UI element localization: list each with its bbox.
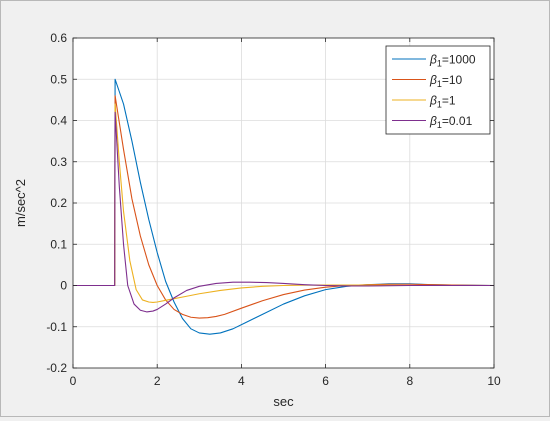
legend-label-1: β1=10 (429, 73, 463, 89)
y-tick-label: 0.2 (50, 196, 67, 210)
series-line-3 (73, 111, 494, 313)
y-tick-label: 0 (60, 279, 67, 293)
legend-label-2: β1=1 (429, 94, 456, 110)
x-tick-label: 10 (487, 374, 501, 388)
x-axis-label: sec (273, 394, 294, 409)
axis-ticks: 0 2 4 6 8 10 -0.2 -0.1 0 0.1 0.2 0.3 0.4 0.5 0.6 (46, 31, 501, 388)
legend-label-3: β1=0.01 (429, 114, 473, 130)
y-tick-label: 0.1 (50, 237, 67, 251)
x-tick-label: 8 (406, 374, 413, 388)
legend-label-0: β1=1000 (429, 53, 476, 69)
y-tick-label: -0.1 (46, 320, 67, 334)
series-lines (73, 78, 495, 335)
x-tick-label: 2 (154, 374, 161, 388)
x-tick-label: 4 (238, 374, 245, 388)
y-axis-label: m/sec^2 (13, 179, 28, 227)
y-tick-label: 0.6 (50, 31, 67, 45)
x-tick-label: 6 (322, 374, 329, 388)
y-tick-label: -0.2 (46, 361, 67, 375)
x-tick-label: 0 (70, 374, 77, 388)
y-tick-label: 0.4 (50, 114, 67, 128)
legend-box (385, 45, 491, 135)
legend: β1=1000 β1=10 β1=1 β1=0.01 (385, 45, 491, 135)
y-tick-label: 0.5 (50, 72, 67, 86)
y-tick-label: 0.3 (50, 155, 67, 169)
